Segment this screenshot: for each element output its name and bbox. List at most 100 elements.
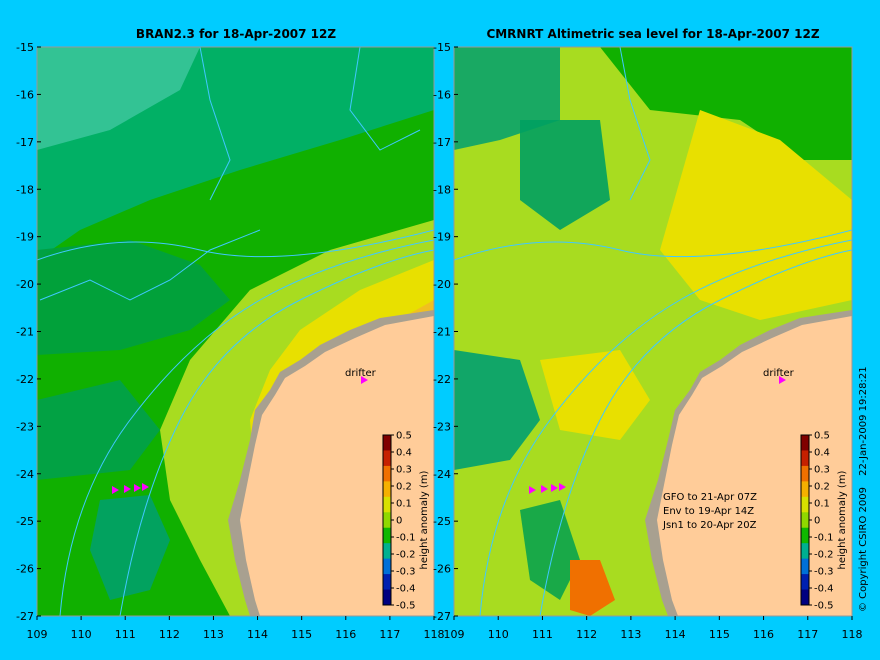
bathymetry-contour <box>349 47 421 151</box>
y-tick-label: -23 <box>433 420 451 433</box>
negative-anomaly-region <box>37 380 160 480</box>
colorbar-swatch <box>383 574 391 591</box>
colorbar-tick-label: 0.4 <box>396 448 412 459</box>
satellite-note: Jsn1 to 20-Apr 20Z <box>662 520 757 531</box>
x-axis-right: 109 110 111 112 113 114 115 116 117 118 <box>444 616 863 641</box>
satellite-note: GFO to 21-Apr 07Z <box>663 492 757 503</box>
panel-title-bran: BRAN2.3 for 18-Apr-2007 12Z <box>136 27 336 41</box>
x-tick-label: 114 <box>665 628 686 641</box>
colorbar-swatch <box>801 527 809 544</box>
colorbar-tick-label: 0.1 <box>814 499 830 510</box>
colorbar-left: 0.5 0.4 0.3 0.2 0.1 0 -0.1 -0.2 -0.3 -0.4 -0.5 heig… <box>382 431 430 612</box>
colorbar-tick-label: -0.2 <box>396 550 416 561</box>
drifter-position-marker <box>361 376 368 384</box>
satellite-note: Env to 19-Apr 14Z <box>663 506 754 517</box>
y-tick-label: -24 <box>433 468 451 481</box>
colorbar-tick-label: -0.4 <box>814 584 834 595</box>
x-tick-label: 109 <box>444 628 465 641</box>
bathymetry-contour <box>619 47 651 201</box>
y-tick-label: -20 <box>16 278 34 291</box>
x-tick-label: 116 <box>335 628 356 641</box>
y-tick-label: -26 <box>16 563 34 576</box>
drifter-track-marker <box>112 486 119 494</box>
negative-anomaly-region <box>90 495 170 600</box>
colorbar-tick-label: -0.1 <box>814 533 834 544</box>
colorbar-tick-label: 0.4 <box>814 448 830 459</box>
y-tick-label: -25 <box>16 515 34 528</box>
colorbar-tick-label: 0.3 <box>814 465 830 476</box>
x-tick-label: 117 <box>797 628 818 641</box>
colorbar-tick-label: -0.5 <box>814 601 834 612</box>
drifter-track-marker <box>541 485 548 493</box>
y-tick-label: -22 <box>16 373 34 386</box>
colorbar-swatch <box>383 481 391 498</box>
panel-title-cmrnrt: CMRNRT Altimetric sea level for 18-Apr-2… <box>486 27 819 41</box>
render-timestamp: 22-Jan-2009 19:28:21 <box>858 366 869 475</box>
bathymetry-contour <box>199 47 231 201</box>
colorbar-swatch <box>801 435 809 451</box>
colorbar-tick-label: -0.5 <box>396 601 416 612</box>
colorbar-swatch <box>801 512 809 529</box>
drifter-track-marker <box>142 483 149 491</box>
colorbar-tick-label: 0.2 <box>396 482 412 493</box>
map-panel-cmrnrt <box>453 46 853 617</box>
colorbar-swatch <box>801 543 809 560</box>
x-tick-label: 113 <box>620 628 641 641</box>
y-tick-label: -24 <box>16 468 34 481</box>
colorbar-swatch <box>383 527 391 544</box>
x-tick-label: 109 <box>27 628 48 641</box>
drifter-label-right: drifter <box>763 368 795 379</box>
negative-anomaly-region <box>454 350 540 470</box>
positive-anomaly-band <box>540 350 650 440</box>
colorbar-tick-label: -0.2 <box>814 550 834 561</box>
drifter-track-marker <box>124 485 131 493</box>
copyright-notice: © Copyright CSIRO 2009 <box>858 487 869 612</box>
x-tick-label: 118 <box>424 628 445 641</box>
colorbar-tick-label: 0.1 <box>396 499 412 510</box>
x-tick-label: 111 <box>532 628 553 641</box>
y-tick-label: -21 <box>16 326 34 339</box>
colorbar-swatch <box>383 512 391 529</box>
x-tick-label: 110 <box>488 628 509 641</box>
colorbar-label: height anomaly (m) <box>837 470 848 569</box>
colorbar-swatch <box>801 465 809 482</box>
y-tick-label: -26 <box>433 563 451 576</box>
colorbar-swatch <box>801 496 809 513</box>
y-axis-right: -15 -16 -17 -18 -19 -20 -21 -22 -23 -24 -25 -26 -27 <box>433 41 458 623</box>
bathymetry-contour <box>479 239 852 616</box>
x-tick-label: 115 <box>709 628 730 641</box>
bathymetry-contour <box>539 249 852 616</box>
x-tick-label: 118 <box>842 628 863 641</box>
positive-anomaly-band <box>660 110 852 320</box>
y-tick-label: -16 <box>16 88 34 101</box>
colorbar-swatch <box>383 543 391 560</box>
colorbar-label: height anomaly (m) <box>419 470 430 569</box>
y-tick-label: -17 <box>433 136 451 149</box>
bathymetry-contour <box>59 239 434 616</box>
colorbar-tick-label: -0.1 <box>396 533 416 544</box>
colorbar-tick-label: 0 <box>396 516 402 527</box>
colorbar-tick-label: 0.5 <box>814 431 830 442</box>
y-tick-label: -23 <box>16 420 34 433</box>
x-tick-label: 112 <box>576 628 597 641</box>
colorbar-tick-label: -0.3 <box>814 567 834 578</box>
y-tick-label: -27 <box>16 610 34 623</box>
colorbar-swatch <box>801 589 809 606</box>
x-tick-label: 110 <box>71 628 92 641</box>
colorbar-swatch <box>801 481 809 498</box>
y-tick-label: -15 <box>16 41 34 54</box>
x-tick-label: 117 <box>379 628 400 641</box>
y-tick-label: -18 <box>16 183 34 196</box>
bathymetry-contour <box>119 249 434 616</box>
negative-anomaly-region <box>520 500 580 600</box>
negative-anomaly-region <box>520 120 610 230</box>
colorbar-swatch <box>383 450 391 467</box>
negative-anomaly-region <box>37 47 200 150</box>
colorbar-tick-label: -0.4 <box>396 584 416 595</box>
colorbar-swatch <box>383 558 391 575</box>
bathymetry-contour <box>454 229 852 261</box>
bathymetry-contour <box>39 229 261 301</box>
copyright-text: © Copyright CSIRO 2009 22-Jan-2009 19:28… <box>858 366 869 612</box>
colorbar-swatch <box>383 435 391 451</box>
